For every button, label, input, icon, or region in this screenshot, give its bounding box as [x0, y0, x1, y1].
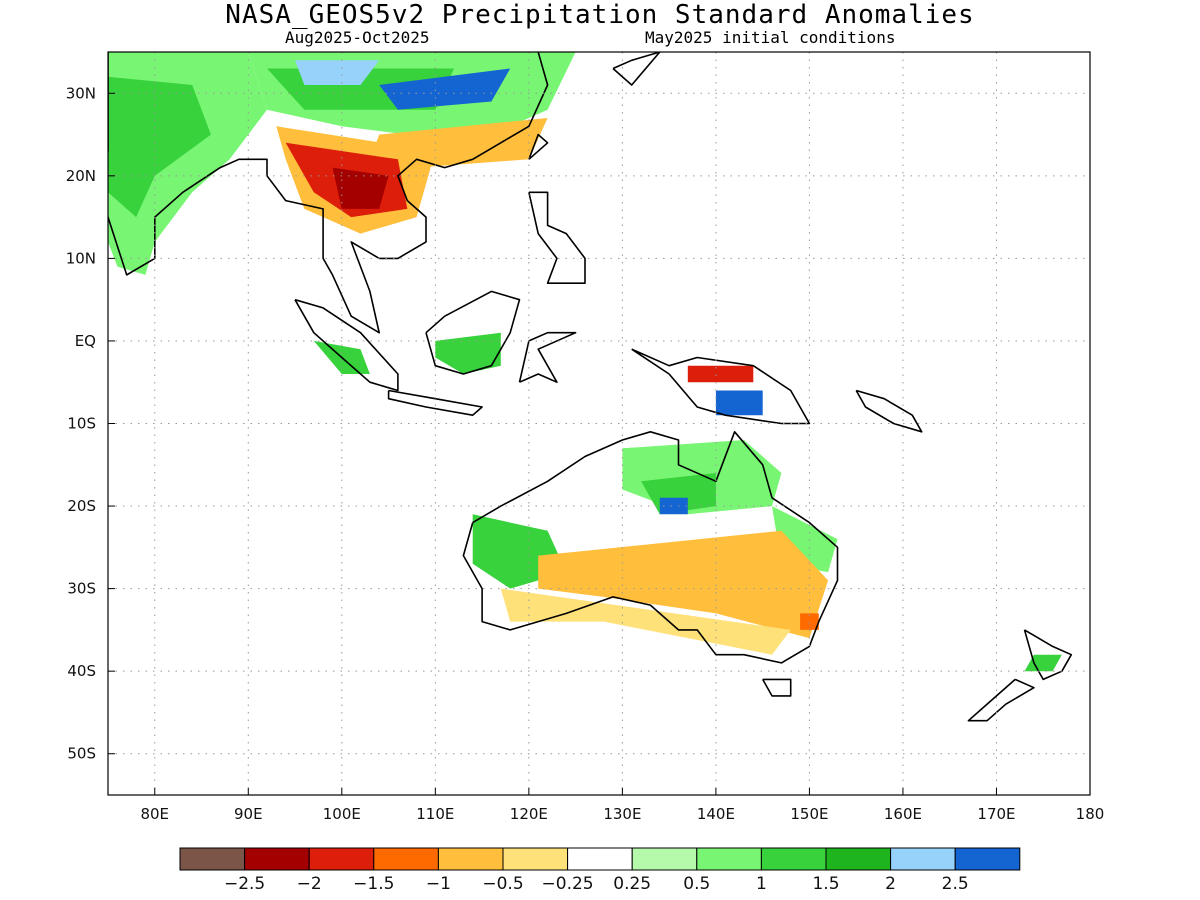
colorbar-swatch	[179, 847, 246, 871]
anomaly-region-png-dry	[687, 365, 754, 383]
colorbar-label: 0.25	[613, 874, 651, 894]
lon-tick-label: 100E	[323, 805, 361, 823]
colorbar-swatch	[308, 847, 375, 871]
anomaly-region-india-wet-core	[108, 76, 211, 218]
anomaly-shading	[108, 52, 1062, 672]
anomaly-region-aus-interior-dry	[538, 530, 829, 639]
colorbar-label: 2.5	[942, 874, 969, 894]
lon-tick-label: 160E	[884, 805, 922, 823]
lat-tick-label: 40S	[67, 662, 96, 680]
anomaly-region-china-lightblue	[295, 60, 380, 85]
nz-south-coast	[967, 678, 1035, 722]
anomaly-region-png-wet	[715, 390, 763, 416]
colorbar-label: 2	[885, 874, 896, 894]
lat-tick-label: 20N	[66, 167, 96, 185]
lon-tick-label: 180	[1076, 805, 1105, 823]
japan-coast	[612, 52, 661, 86]
nz-north-coast	[1023, 629, 1073, 681]
lon-tick-label: 110E	[416, 805, 454, 823]
sumatra-coast	[294, 298, 399, 392]
png-coast	[631, 348, 811, 425]
colorbar-swatch	[825, 847, 892, 871]
lon-tick-label: 120E	[510, 805, 548, 823]
colorbar: −2.5 −2 −1.5 −1 −0.5 −0.25 0.25 0.5 1 1.5 2 2.5	[179, 847, 1021, 894]
colorbar-swatch	[567, 847, 633, 871]
lat-tick-label: EQ	[75, 332, 96, 350]
axis-labels: 80E 90E 100E 110E 120E 130E 140E 150E 160E 170E 18…	[66, 84, 1105, 823]
colorbar-swatch	[244, 847, 310, 871]
colorbar-swatch	[373, 847, 439, 871]
period-subtitle: Aug2025-Oct2025	[285, 28, 430, 47]
colorbar-swatch	[437, 847, 504, 871]
initial-conditions-subtitle: May2025 initial conditions	[645, 28, 896, 47]
lat-tick-label: 10N	[66, 249, 96, 267]
colorbar-label: 1	[756, 874, 767, 894]
taiwan-coast	[528, 133, 549, 160]
australia-coast	[462, 430, 839, 664]
colorbar-swatch	[502, 847, 569, 871]
java-coast	[387, 389, 483, 417]
anomaly-region-aus-wet-blue	[659, 497, 688, 515]
lon-tick-label: 140E	[697, 805, 735, 823]
lon-tick-label: 130E	[603, 805, 641, 823]
colorbar-label: −0.25	[542, 874, 594, 894]
tasmania-coast	[762, 678, 792, 697]
lat-tick-label: 30N	[66, 84, 96, 102]
lon-tick-label: 150E	[790, 805, 828, 823]
lon-tick-label: 80E	[140, 805, 169, 823]
borneo-coast	[425, 290, 521, 375]
colorbar-swatch	[696, 847, 762, 871]
lat-tick-label: 10S	[67, 415, 96, 433]
anomaly-region-borneo-wet	[435, 332, 501, 374]
colorbar-swatch	[954, 847, 1021, 871]
colorbar-label: 0.5	[683, 874, 710, 894]
colorbar-label: −0.5	[482, 874, 523, 894]
anomaly-region-nz-wet	[1024, 654, 1062, 672]
lon-tick-label: 90E	[234, 805, 263, 823]
colorbar-swatch	[760, 847, 827, 871]
map-title: NASA_GEOS5v2 Precipitation Standard Anom…	[225, 0, 975, 30]
colorbar-label: −1.5	[353, 874, 394, 894]
philippines-coast	[528, 191, 586, 285]
map-frame	[107, 51, 1091, 796]
solomons-coast	[855, 389, 923, 433]
colorbar-label: −1	[426, 874, 451, 894]
anomaly-region-aus-se-red	[800, 613, 819, 630]
colorbar-label: −2	[297, 874, 322, 894]
graticule	[108, 52, 1090, 795]
lat-tick-label: 30S	[67, 580, 96, 598]
anomaly-region-china-blue	[379, 68, 511, 110]
colorbar-label: 1.5	[812, 874, 839, 894]
colorbar-swatch	[631, 847, 698, 871]
anomaly-region-mainland-sea-dry-deep	[332, 167, 389, 209]
lat-tick-label: 20S	[67, 497, 96, 515]
lat-tick-label: 50S	[67, 745, 96, 763]
anomaly-region-aus-interior-light	[500, 588, 791, 655]
colorbar-label: −2.5	[224, 874, 265, 894]
colorbar-swatch	[890, 847, 956, 871]
lon-tick-label: 170E	[977, 805, 1015, 823]
sulawesi-coast	[518, 331, 577, 384]
